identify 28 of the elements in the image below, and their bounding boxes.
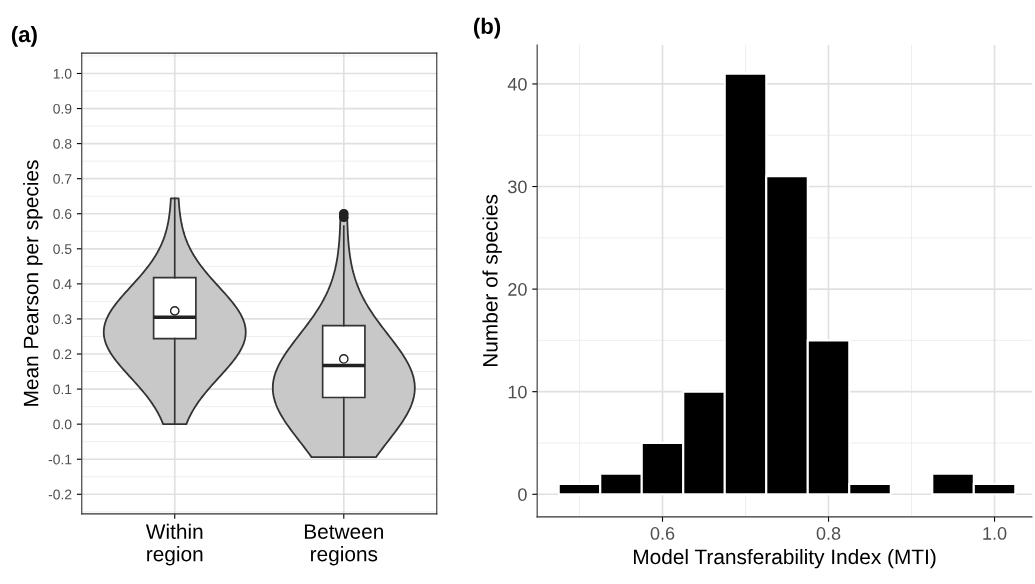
y-tick-label: 0.2 <box>53 349 72 360</box>
chart-title: (b) <box>473 17 501 39</box>
y-tick-label: 10 <box>508 385 527 399</box>
y-tick-label: 0.6 <box>53 209 72 219</box>
x-tick-label: 0.8 <box>816 527 841 540</box>
y-tick-label: -0.2 <box>48 489 72 500</box>
y-tick-label: 20 <box>508 283 527 296</box>
y-tick-label: 0.4 <box>53 279 72 290</box>
y-tick-label: -0.1 <box>48 454 72 465</box>
x-tick-label: 0.6 <box>650 527 675 540</box>
y-axis-title: Number of species <box>482 194 502 367</box>
y-tick-label: 0.7 <box>53 174 72 184</box>
x-tick-label: Between regions <box>304 524 383 566</box>
y-tick-label: 0.5 <box>53 244 72 254</box>
y-tick-label: 30 <box>508 180 527 194</box>
y-tick-label: 0.9 <box>53 103 72 114</box>
chart-title: (a) <box>11 25 37 47</box>
y-tick-label: 0.3 <box>53 314 72 325</box>
x-tick-label: Within region <box>145 523 203 566</box>
y-tick-label: 40 <box>507 77 527 91</box>
y-tick-label: 0.0 <box>53 419 72 430</box>
x-tick-label: 1.0 <box>983 527 1007 540</box>
y-tick-label: 0 <box>518 488 527 501</box>
y-tick-label: 0.8 <box>53 138 72 149</box>
y-tick-label: 0.1 <box>53 384 72 395</box>
y-tick-label: 1.0 <box>53 68 72 79</box>
y-axis-title: Mean Pearson per species <box>23 160 43 406</box>
x-axis-title: Model Transferability Index (MTI) <box>634 548 936 569</box>
